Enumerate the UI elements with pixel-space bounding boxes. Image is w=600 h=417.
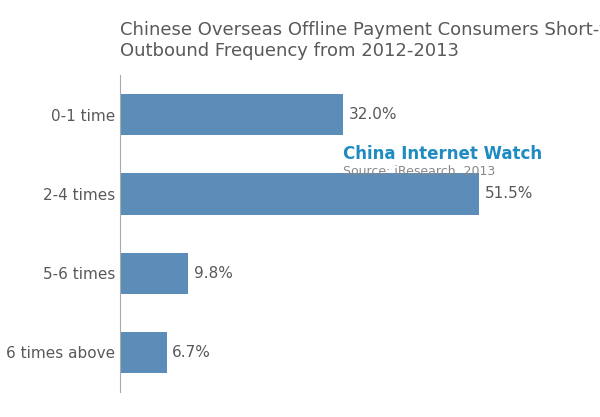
- Text: 32.0%: 32.0%: [349, 107, 397, 122]
- Text: Source: iResearch, 2013: Source: iResearch, 2013: [343, 165, 495, 178]
- Bar: [120, 253, 188, 294]
- Text: 9.8%: 9.8%: [194, 266, 233, 281]
- Text: 6.7%: 6.7%: [172, 345, 211, 360]
- Text: China Internet Watch: China Internet Watch: [343, 145, 542, 163]
- Text: 51.5%: 51.5%: [484, 186, 533, 201]
- Bar: [120, 332, 167, 373]
- Bar: [120, 173, 479, 214]
- Text: Chinese Overseas Offline Payment Consumers Short-term
Outbound Frequency from 20: Chinese Overseas Offline Payment Consume…: [120, 21, 600, 60]
- Bar: [120, 94, 343, 135]
